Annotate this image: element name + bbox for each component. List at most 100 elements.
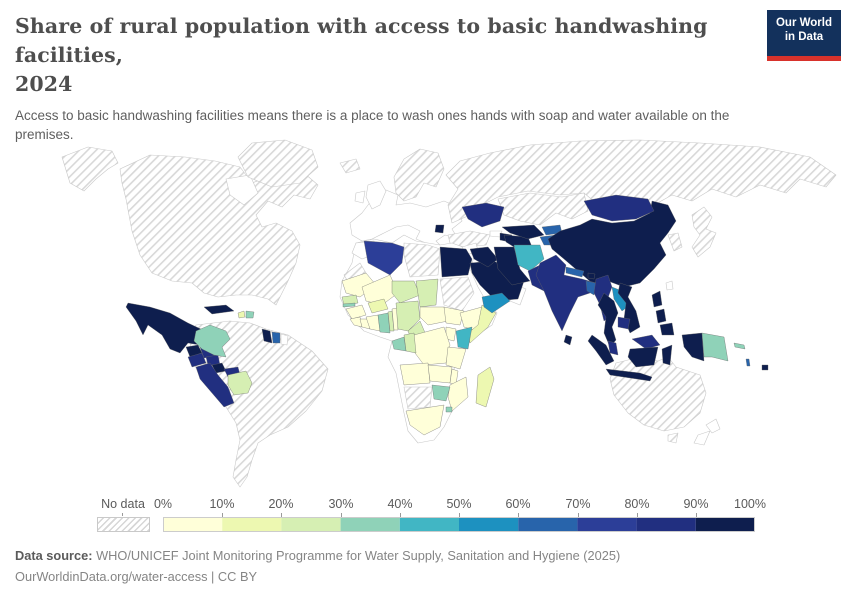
legend-bin-20-30[interactable] <box>281 517 341 532</box>
legend-bin-0-10[interactable] <box>163 517 223 532</box>
country-bolivia[interactable] <box>227 370 253 396</box>
country-mali[interactable] <box>361 274 399 306</box>
region-turkey[interactable] <box>447 230 491 248</box>
legend-bin-50-60[interactable] <box>459 517 519 532</box>
region-kazakhstan[interactable] <box>497 192 589 226</box>
country-benin[interactable] <box>391 307 399 331</box>
country-philippines-visayas[interactable] <box>655 308 667 324</box>
country-yemen[interactable] <box>481 292 511 314</box>
legend-bin-10-20[interactable] <box>222 517 282 532</box>
country-philippines-luzon[interactable] <box>651 290 663 308</box>
country-nigeria[interactable] <box>395 300 421 332</box>
legend-bin-40-50[interactable] <box>399 517 459 532</box>
country-afghanistan[interactable] <box>513 244 545 272</box>
region-libya[interactable] <box>403 242 441 278</box>
country-malaysia-peninsula[interactable] <box>607 340 619 356</box>
country-bangladesh[interactable] <box>585 280 597 296</box>
country-cuba[interactable] <box>203 304 235 315</box>
country-south-africa[interactable] <box>405 404 445 436</box>
country-central-african-republic[interactable] <box>419 306 449 326</box>
country-indonesia-java[interactable] <box>605 368 653 382</box>
country-somalia[interactable] <box>467 304 497 344</box>
country-indonesia-sumatra[interactable] <box>587 334 615 366</box>
country-angola[interactable] <box>399 362 431 386</box>
region-sudan[interactable] <box>439 276 475 312</box>
region-russia[interactable] <box>445 139 837 224</box>
region-taiwan[interactable] <box>665 280 674 291</box>
country-dominican-republic[interactable] <box>245 310 255 319</box>
country-fiji[interactable] <box>761 364 769 371</box>
country-peru[interactable] <box>195 362 235 408</box>
country-zimbabwe[interactable] <box>431 384 451 402</box>
country-guyana[interactable] <box>261 328 273 344</box>
region-alaska[interactable] <box>61 146 119 192</box>
country-malaysia-borneo[interactable] <box>631 334 661 350</box>
country-niger[interactable] <box>391 280 421 304</box>
country-ghana[interactable] <box>377 312 391 334</box>
country-gabon[interactable] <box>391 336 407 352</box>
region-ireland[interactable] <box>354 190 366 204</box>
region-uk[interactable] <box>365 180 387 210</box>
region-iceland[interactable] <box>339 158 361 174</box>
country-eswatini[interactable] <box>445 406 453 413</box>
country-gambia[interactable] <box>342 302 356 308</box>
country-algeria[interactable] <box>363 240 405 276</box>
country-burkina-faso[interactable] <box>367 298 389 314</box>
country-mongolia[interactable] <box>583 194 655 222</box>
country-madagascar[interactable] <box>475 366 495 408</box>
country-vietnam[interactable] <box>617 282 641 334</box>
region-greenland[interactable] <box>237 139 319 188</box>
country-guinea[interactable] <box>345 304 367 320</box>
legend-bin-60-70[interactable] <box>518 517 578 532</box>
country-zambia[interactable] <box>427 364 453 384</box>
country-solomon-islands[interactable] <box>733 342 746 350</box>
country-vanuatu[interactable] <box>745 358 751 367</box>
country-egypt[interactable] <box>439 246 473 278</box>
country-mozambique[interactable] <box>447 376 469 412</box>
footer-link-line[interactable]: OurWorldinData.org/water-access | CC BY <box>15 569 258 584</box>
country-south-sudan[interactable] <box>443 306 465 326</box>
legend-bin-70-80[interactable] <box>577 517 637 532</box>
country-suriname[interactable] <box>271 331 281 344</box>
country-serbia[interactable] <box>434 224 445 234</box>
country-philippines-mindanao[interactable] <box>659 322 675 336</box>
country-india[interactable] <box>535 254 597 332</box>
country-tanzania[interactable] <box>445 346 467 370</box>
country-bhutan[interactable] <box>587 272 596 280</box>
region-korea[interactable] <box>667 232 683 252</box>
region-new-zealand-south[interactable] <box>693 430 711 446</box>
country-ukraine[interactable] <box>461 202 505 228</box>
region-new-zealand-north[interactable] <box>705 418 721 434</box>
legend-bin-90-100[interactable] <box>695 517 755 532</box>
region-scandinavia[interactable] <box>393 148 445 202</box>
legend-color-bar[interactable] <box>163 517 755 532</box>
country-uzbekistan[interactable] <box>501 224 545 240</box>
region-japan[interactable] <box>691 206 717 258</box>
country-sierra-leone[interactable] <box>349 316 363 328</box>
region-tasmania[interactable] <box>667 432 679 444</box>
region-french-guiana[interactable] <box>280 333 289 346</box>
country-indonesia-sulawesi[interactable] <box>661 344 673 366</box>
legend-no-data-swatch[interactable] <box>97 517 150 532</box>
country-kenya[interactable] <box>455 326 473 350</box>
country-senegal[interactable] <box>341 294 359 306</box>
region-australia[interactable] <box>609 356 707 432</box>
country-indonesia-kalimantan[interactable] <box>627 346 659 368</box>
legend-bin-80-90[interactable] <box>636 517 696 532</box>
legend-bin-30-40[interactable] <box>340 517 400 532</box>
country-papua-new-guinea[interactable] <box>701 332 729 362</box>
country-ecuador[interactable] <box>187 352 207 368</box>
country-china[interactable] <box>547 200 677 288</box>
owid-logo[interactable]: Our World in Data <box>767 10 841 61</box>
region-namibia-botswana[interactable] <box>403 386 433 410</box>
country-sri-lanka[interactable] <box>563 334 573 346</box>
country-haiti[interactable] <box>237 310 246 319</box>
country-chad[interactable] <box>415 278 439 308</box>
country-thailand[interactable] <box>597 292 619 348</box>
country-cambodia[interactable] <box>617 316 631 330</box>
country-mexico[interactable] <box>125 302 213 354</box>
country-indonesia-papua[interactable] <box>681 332 705 362</box>
country-colombia[interactable] <box>193 324 231 358</box>
country-iraq[interactable] <box>469 246 499 268</box>
country-nepal[interactable] <box>565 266 585 278</box>
